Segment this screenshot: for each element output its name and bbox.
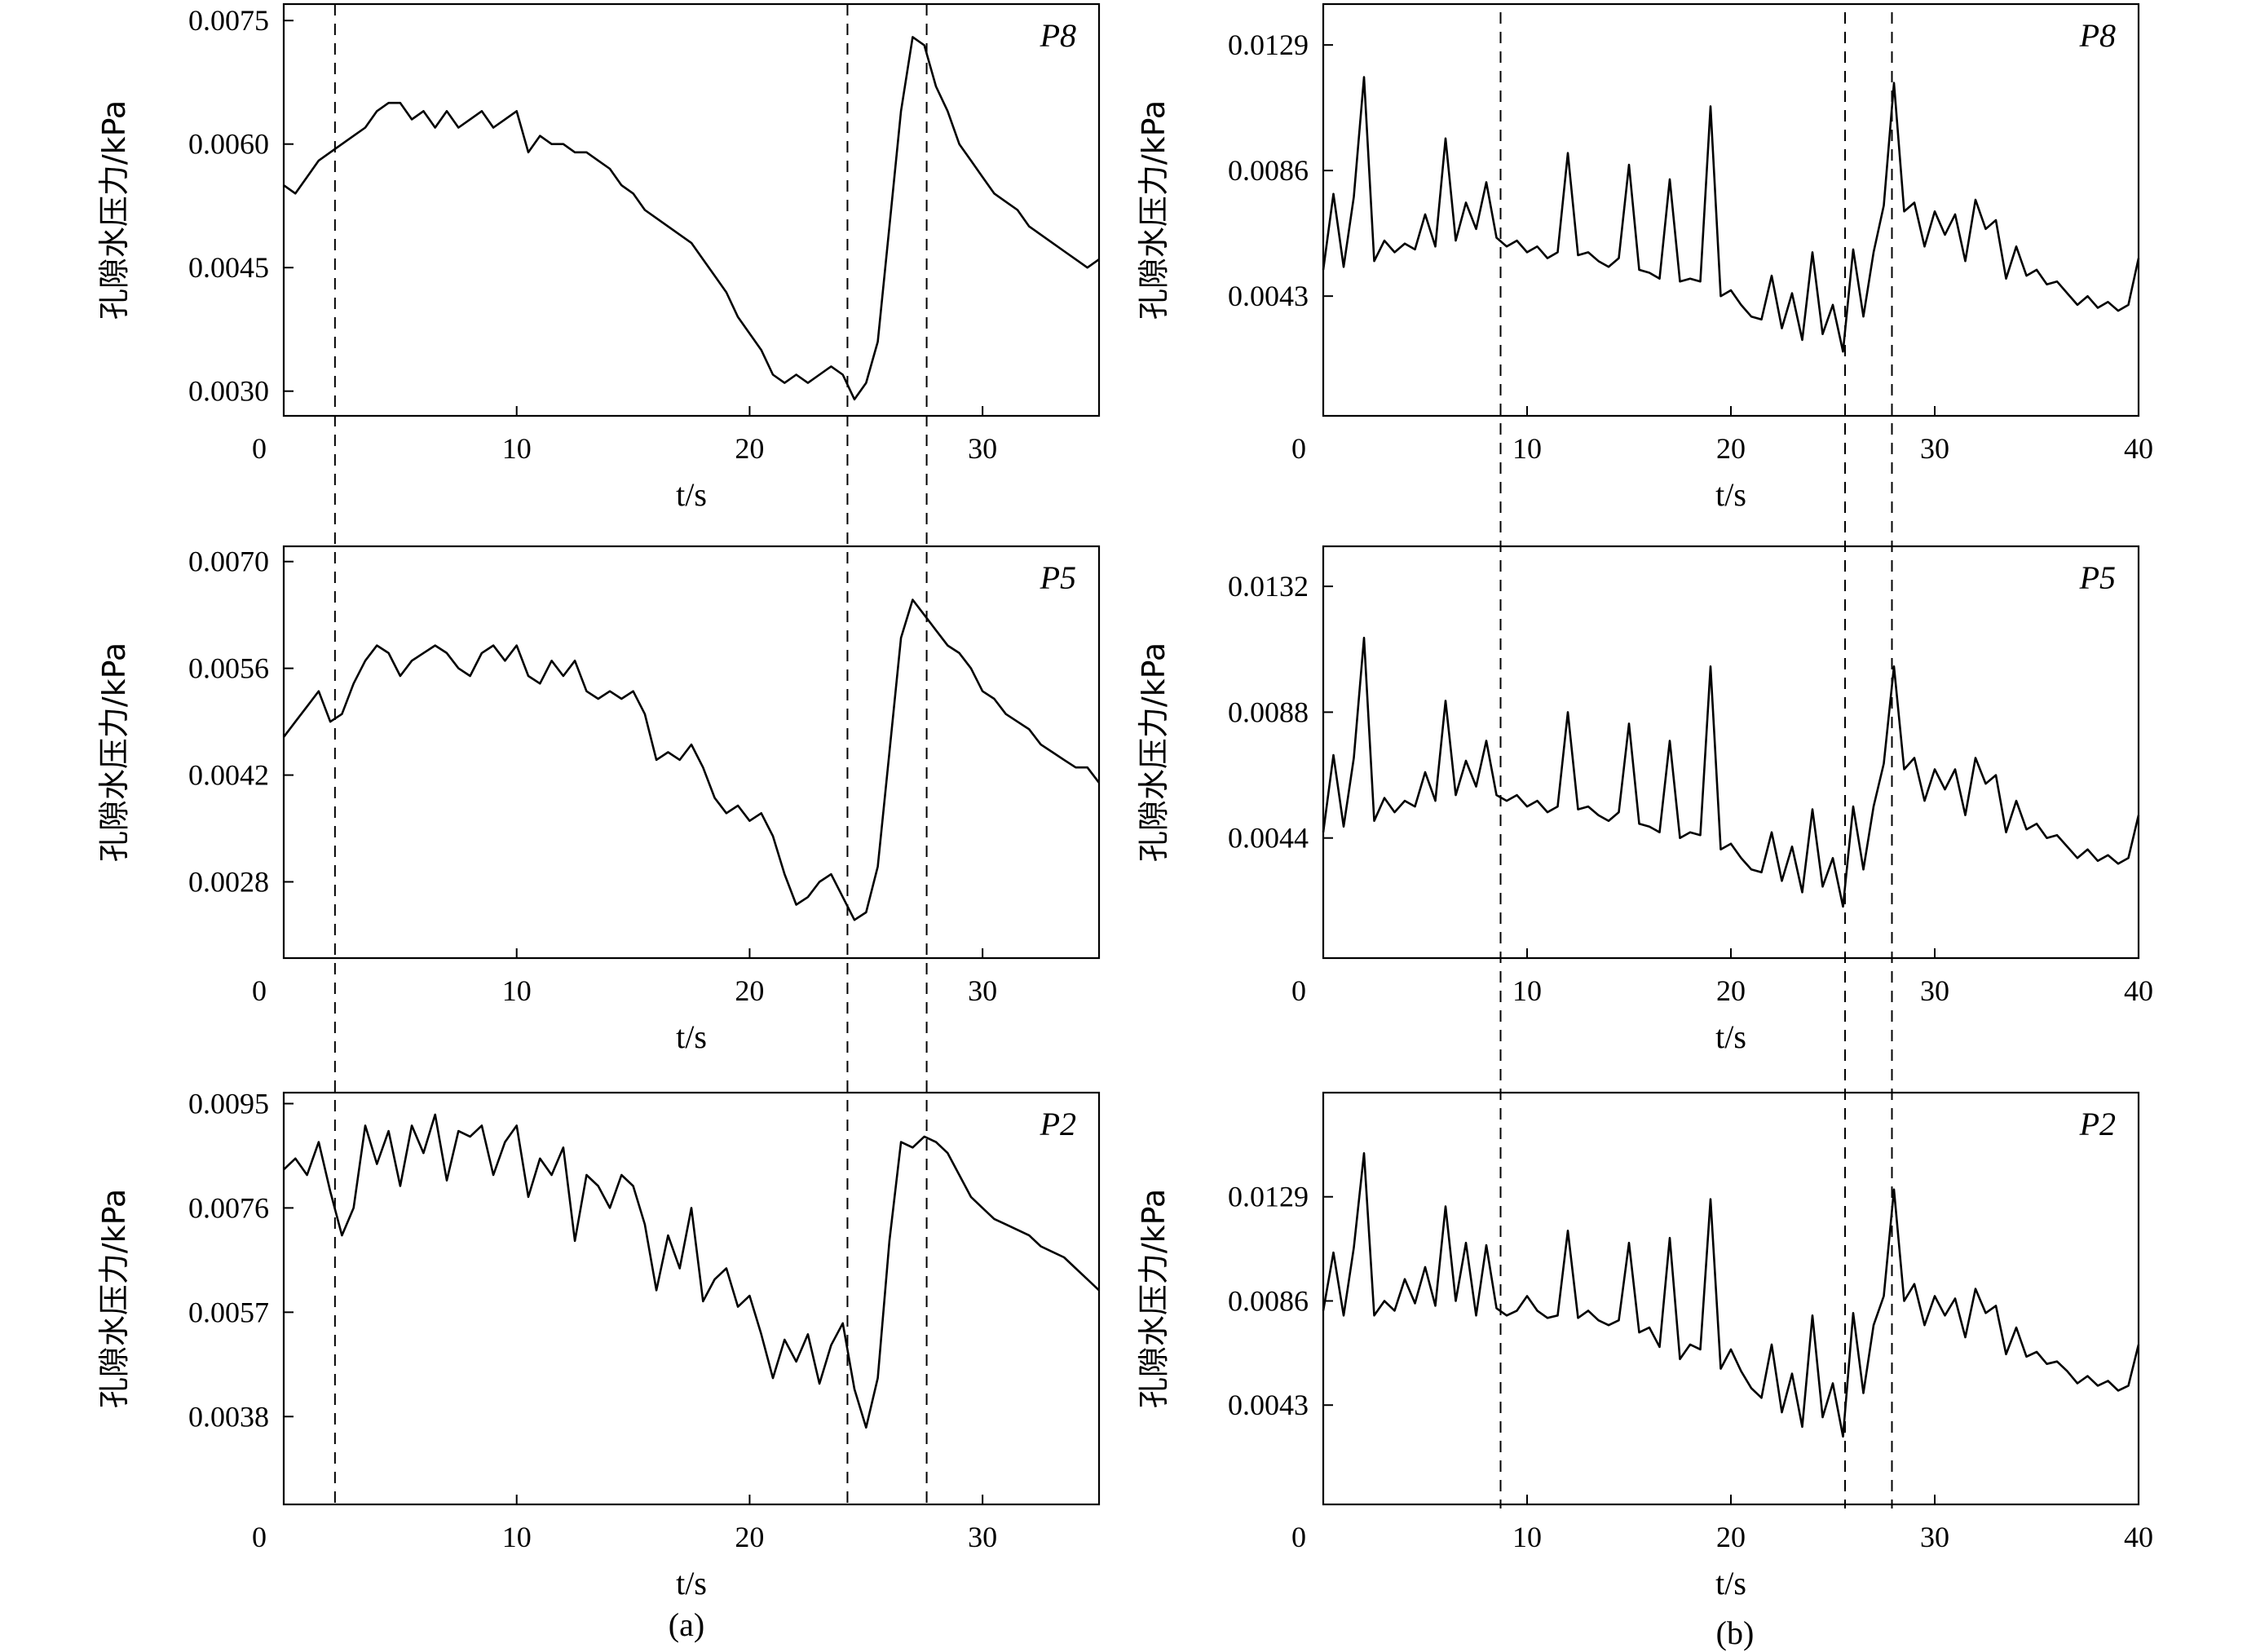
y-tick-label: 0.0129 bbox=[1228, 29, 1309, 61]
x-axis-label: t/s bbox=[676, 1018, 707, 1055]
x-tick-label: 0 bbox=[252, 432, 267, 465]
x-tick-label: 20 bbox=[1716, 432, 1746, 465]
y-tick-label: 0.0038 bbox=[188, 1400, 269, 1433]
x-tick-label: 0 bbox=[1291, 432, 1306, 465]
x-tick-label: 30 bbox=[968, 432, 997, 465]
y-tick-label: 0.0086 bbox=[1228, 1284, 1309, 1317]
plot-frame bbox=[282, 2, 1101, 417]
series-label: P8 bbox=[2079, 17, 2116, 54]
x-tick-label: 20 bbox=[735, 432, 764, 465]
plot-panels: 0 10 20 30 0.0030 0.0045 0.0060 0.0075 t/s 孔隙水压力/… bbox=[96, 2, 2153, 1601]
series-label: P2 bbox=[1040, 1106, 1076, 1142]
y-axis-label: 孔隙水压力/kPa bbox=[1136, 1189, 1172, 1408]
plot-frame bbox=[1322, 2, 2140, 417]
caption-a: (a) bbox=[669, 1606, 704, 1643]
x-tick-label: 30 bbox=[1920, 974, 1949, 1007]
y-tick-label: 0.0057 bbox=[188, 1296, 269, 1328]
series-line bbox=[282, 599, 1101, 921]
x-tick-label: 0 bbox=[252, 1521, 267, 1553]
y-tick-label: 0.0060 bbox=[188, 128, 269, 161]
y-tick-label: 0.0086 bbox=[1228, 154, 1309, 187]
y-tick-label: 0.0075 bbox=[188, 4, 269, 37]
y-tick-label: 0.0070 bbox=[188, 546, 269, 578]
chart-panel-b-middle: 0 10 20 30 40 0.0044 0.0088 0.0132 t/s 孔隙水压力/kPa P… bbox=[1136, 545, 2153, 1055]
x-tick-label: 20 bbox=[735, 1521, 764, 1553]
series-label: P8 bbox=[1040, 17, 1076, 54]
x-axis-label: t/s bbox=[1715, 1018, 1746, 1055]
series-line bbox=[1322, 76, 2140, 353]
y-axis-label: 孔隙水压力/kPa bbox=[96, 1189, 132, 1408]
x-tick-label: 40 bbox=[2124, 974, 2153, 1007]
series-line bbox=[1322, 636, 2140, 908]
x-tick-label: 0 bbox=[1291, 974, 1306, 1007]
x-tick-label: 30 bbox=[1920, 432, 1949, 465]
x-tick-label: 30 bbox=[1920, 1521, 1949, 1553]
series-label: P2 bbox=[2079, 1106, 2116, 1142]
x-tick-label: 10 bbox=[1512, 974, 1542, 1007]
x-tick-label: 0 bbox=[1291, 1521, 1306, 1553]
y-axis-label: 孔隙水压力/kPa bbox=[1136, 100, 1172, 320]
series-label: P5 bbox=[1040, 559, 1076, 596]
y-tick-label: 0.0132 bbox=[1228, 570, 1309, 603]
chart-panel-a-middle: 0 10 20 30 0.0028 0.0042 0.0056 0.0070 t/s 孔隙水压力/… bbox=[96, 545, 1101, 1055]
y-tick-label: 0.0043 bbox=[1228, 280, 1309, 312]
chart-panel-a-bottom: 0 10 20 30 0.0038 0.0057 0.0076 0.0095 t/s 孔隙水压力/… bbox=[96, 1087, 1101, 1601]
chart-panel-b-bottom: 0 10 20 30 40 0.0043 0.0086 0.0129 t/s 孔隙水压力/kPa P… bbox=[1136, 1091, 2153, 1601]
x-tick-label: 10 bbox=[1512, 432, 1542, 465]
x-tick-label: 40 bbox=[2124, 432, 2153, 465]
x-tick-label: 0 bbox=[252, 974, 267, 1007]
y-tick-label: 0.0088 bbox=[1228, 696, 1309, 728]
y-tick-label: 0.0129 bbox=[1228, 1181, 1309, 1213]
y-axis-label: 孔隙水压力/kPa bbox=[1136, 643, 1172, 862]
x-tick-label: 40 bbox=[2124, 1521, 2153, 1553]
chart-panel-a-top: 0 10 20 30 0.0030 0.0045 0.0060 0.0075 t/s 孔隙水压力/… bbox=[96, 2, 1101, 513]
plot-frame bbox=[282, 545, 1101, 960]
x-tick-label: 20 bbox=[735, 974, 764, 1007]
x-tick-label: 10 bbox=[502, 432, 532, 465]
y-tick-label: 0.0028 bbox=[188, 865, 269, 898]
y-tick-label: 0.0076 bbox=[188, 1191, 269, 1224]
y-tick-label: 0.0042 bbox=[188, 759, 269, 792]
series-label: P5 bbox=[2079, 559, 2116, 596]
plot-frame bbox=[1322, 545, 2140, 960]
y-axis-label: 孔隙水压力/kPa bbox=[96, 643, 132, 862]
x-tick-label: 30 bbox=[968, 1521, 997, 1553]
chart-panel-b-top: 0 10 20 30 40 0.0043 0.0086 0.0129 t/s 孔隙水压力/kPa P… bbox=[1136, 2, 2153, 513]
x-tick-label: 10 bbox=[502, 1521, 532, 1553]
x-tick-label: 20 bbox=[1716, 1521, 1746, 1553]
x-tick-label: 20 bbox=[1716, 974, 1746, 1007]
y-tick-label: 0.0095 bbox=[188, 1087, 269, 1120]
y-tick-label: 0.0043 bbox=[1228, 1389, 1309, 1421]
y-tick-label: 0.0044 bbox=[1228, 822, 1309, 855]
x-axis-label: t/s bbox=[676, 1565, 707, 1601]
plot-frame bbox=[282, 1091, 1101, 1506]
x-axis-label: t/s bbox=[676, 476, 707, 513]
x-axis-label: t/s bbox=[1715, 476, 1746, 513]
y-tick-label: 0.0045 bbox=[188, 251, 269, 284]
y-axis-label: 孔隙水压力/kPa bbox=[96, 100, 132, 320]
plot-frame bbox=[1322, 1091, 2140, 1506]
series-line bbox=[283, 1113, 1100, 1429]
x-tick-label: 10 bbox=[502, 974, 532, 1007]
y-tick-label: 0.0056 bbox=[188, 652, 269, 685]
x-tick-label: 30 bbox=[968, 974, 997, 1007]
x-tick-label: 10 bbox=[1512, 1521, 1542, 1553]
series-line bbox=[1322, 1152, 2140, 1438]
y-tick-label: 0.0030 bbox=[188, 375, 269, 408]
series-line bbox=[283, 36, 1100, 401]
x-axis-label: t/s bbox=[1715, 1565, 1746, 1601]
caption-b: (b) bbox=[1716, 1614, 1755, 1651]
